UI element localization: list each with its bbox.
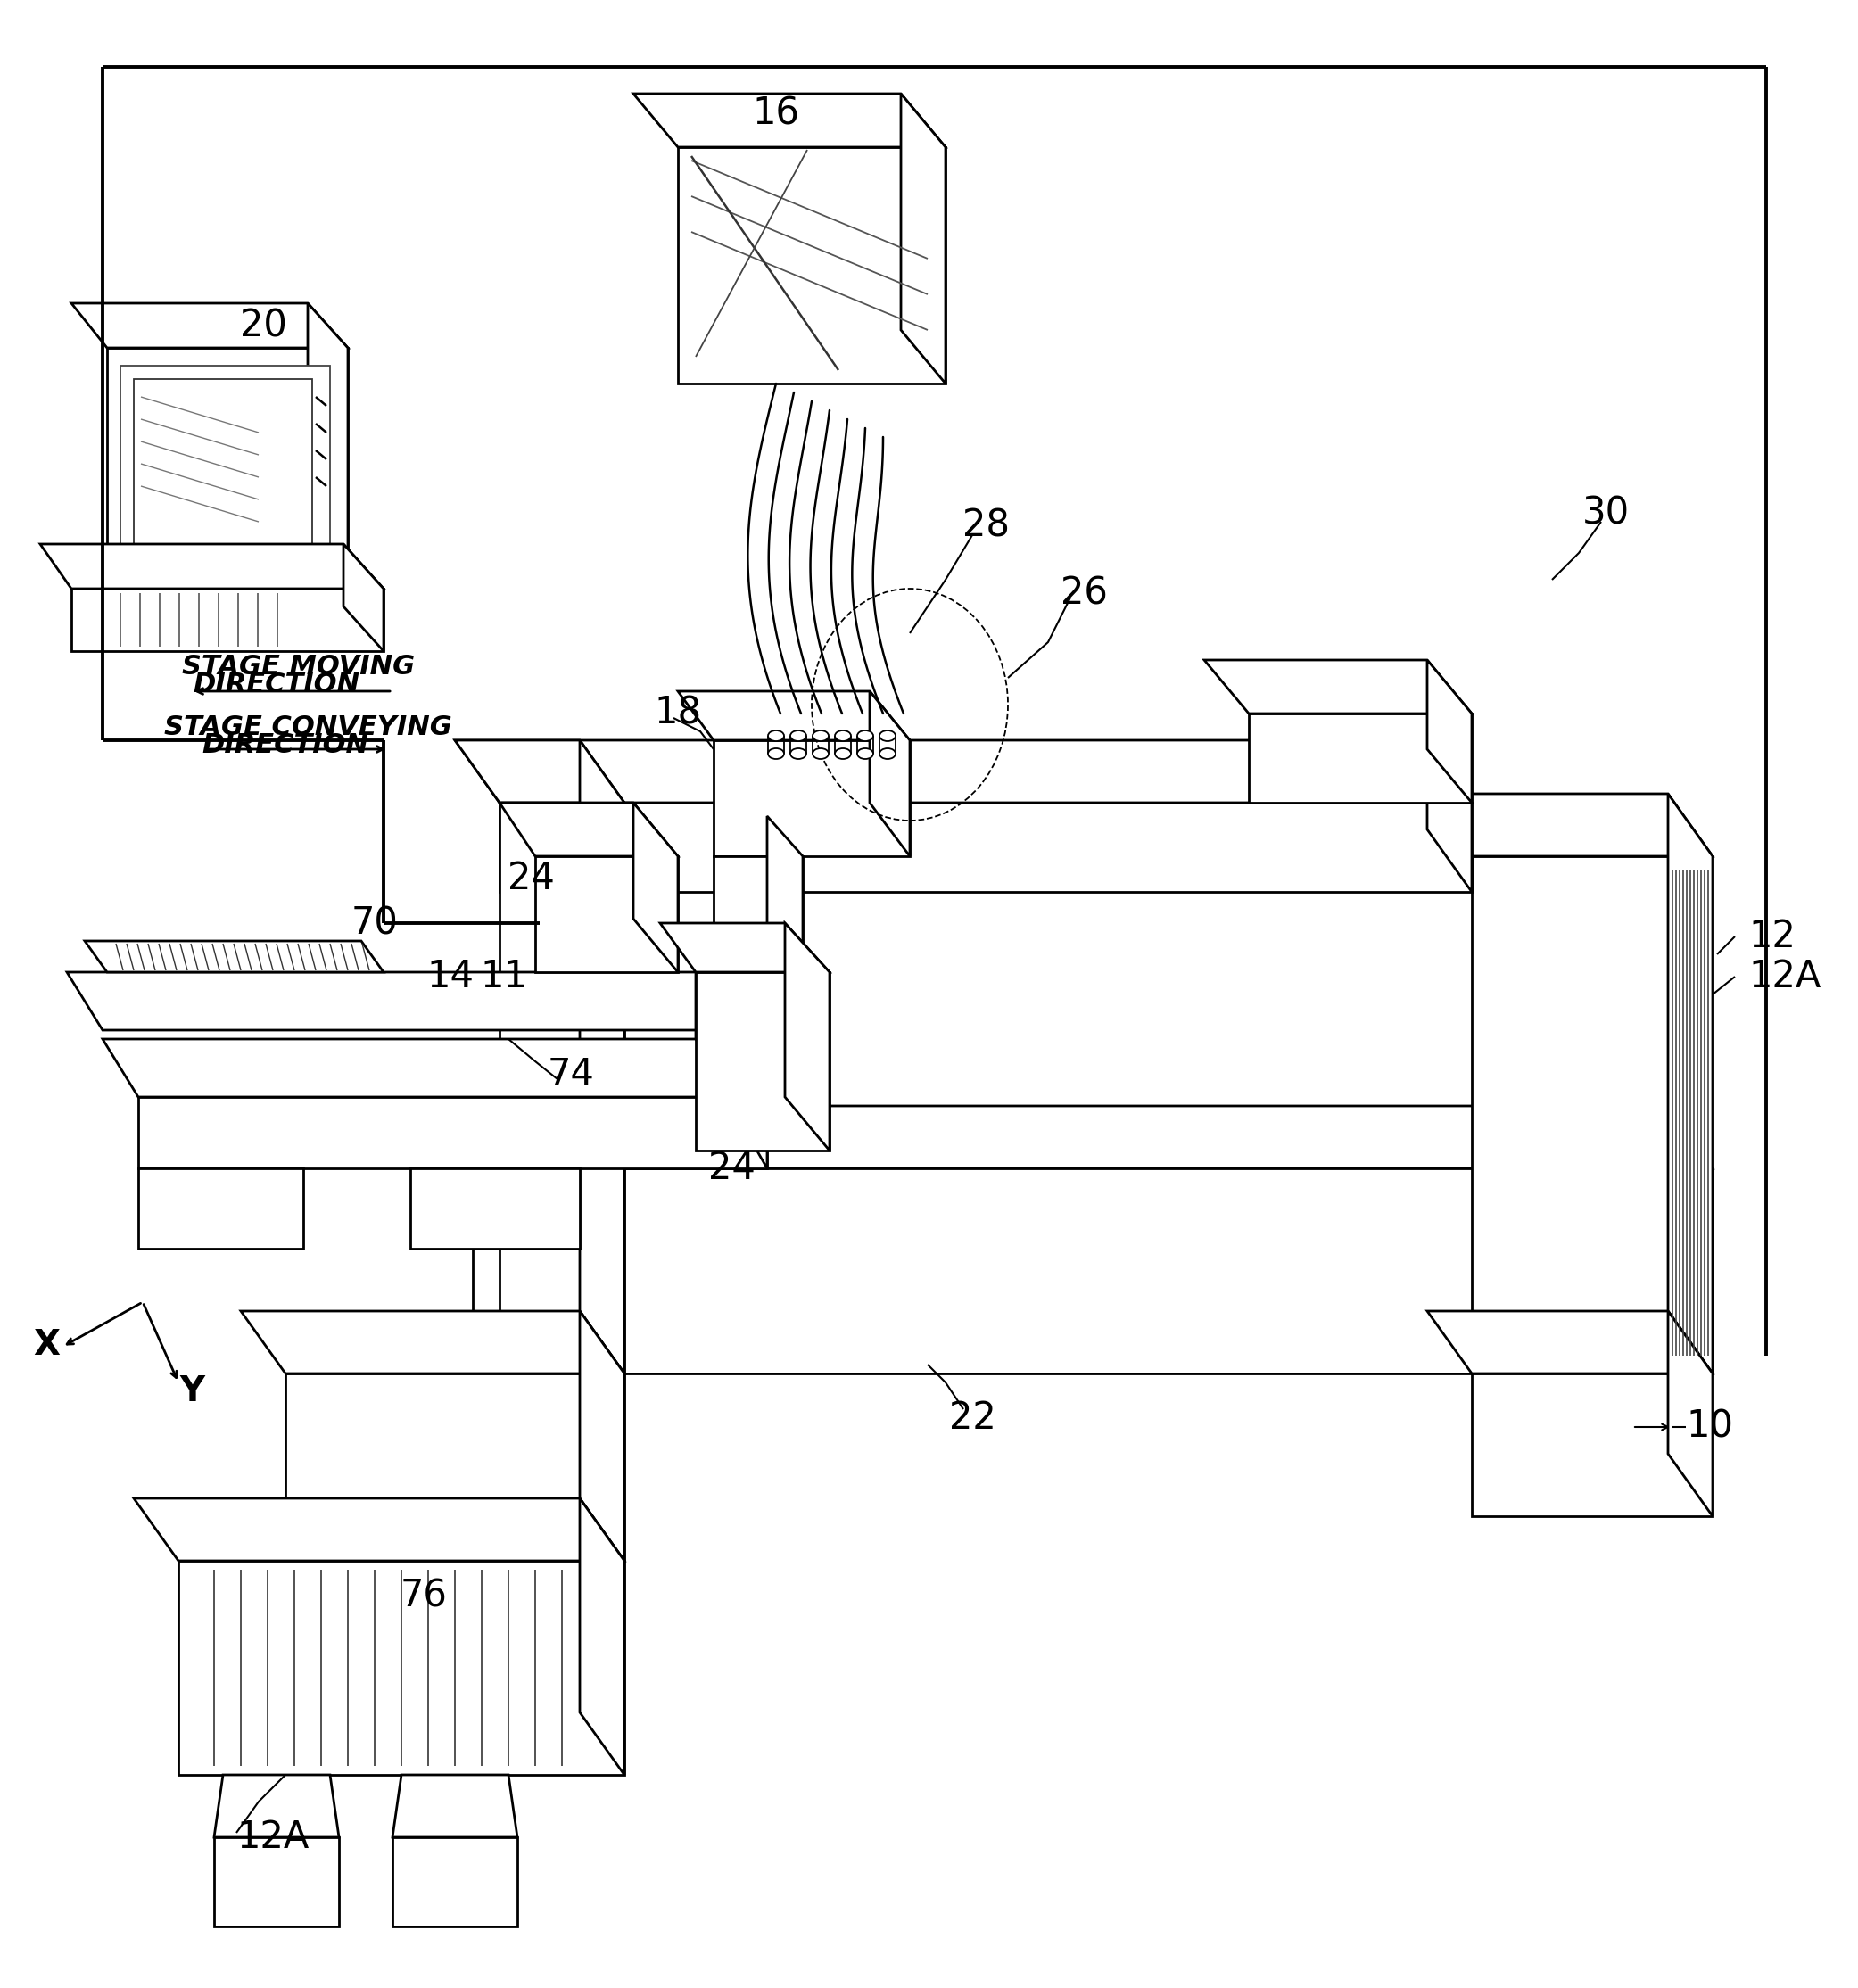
Text: 16: 16 xyxy=(752,95,799,133)
Polygon shape xyxy=(67,972,732,1030)
Polygon shape xyxy=(500,803,624,1374)
Polygon shape xyxy=(1427,1310,1713,1374)
Text: 28: 28 xyxy=(962,507,1009,545)
Text: Y: Y xyxy=(178,1374,204,1408)
Polygon shape xyxy=(580,1310,624,1561)
Polygon shape xyxy=(500,803,678,857)
Polygon shape xyxy=(767,815,803,964)
Polygon shape xyxy=(678,692,910,740)
Text: 11: 11 xyxy=(481,958,528,996)
Ellipse shape xyxy=(879,747,896,759)
Ellipse shape xyxy=(790,747,806,759)
Polygon shape xyxy=(695,972,732,1097)
Polygon shape xyxy=(634,93,946,147)
Polygon shape xyxy=(580,1499,624,1775)
Polygon shape xyxy=(732,1040,767,1169)
Text: STAGE CONVEYING: STAGE CONVEYING xyxy=(164,716,451,742)
Text: 24: 24 xyxy=(507,859,554,897)
Text: 76: 76 xyxy=(399,1578,448,1614)
Polygon shape xyxy=(286,1374,624,1561)
Polygon shape xyxy=(713,857,803,964)
Polygon shape xyxy=(108,348,347,588)
Polygon shape xyxy=(713,740,910,857)
Polygon shape xyxy=(137,1169,303,1248)
Polygon shape xyxy=(1472,857,1713,1374)
Text: X: X xyxy=(33,1328,59,1362)
Polygon shape xyxy=(1204,660,1472,714)
Polygon shape xyxy=(71,304,347,348)
Polygon shape xyxy=(134,380,312,563)
Ellipse shape xyxy=(812,730,829,742)
Text: 24: 24 xyxy=(708,1149,754,1187)
Text: STAGE MOVING: STAGE MOVING xyxy=(182,654,416,680)
Polygon shape xyxy=(472,1169,1713,1374)
Polygon shape xyxy=(1427,660,1472,803)
Polygon shape xyxy=(134,1499,624,1561)
Polygon shape xyxy=(411,1169,580,1248)
Polygon shape xyxy=(71,588,383,652)
Ellipse shape xyxy=(790,730,806,742)
Text: 12A: 12A xyxy=(236,1819,308,1857)
Polygon shape xyxy=(535,857,678,972)
Polygon shape xyxy=(455,740,624,803)
Polygon shape xyxy=(214,1775,338,1837)
Text: 70: 70 xyxy=(351,905,398,942)
Text: DIRECTION: DIRECTION xyxy=(193,672,360,698)
Polygon shape xyxy=(121,366,331,575)
Polygon shape xyxy=(102,1040,767,1097)
Polygon shape xyxy=(580,740,624,1374)
Polygon shape xyxy=(41,545,383,588)
Polygon shape xyxy=(427,1105,1713,1169)
Ellipse shape xyxy=(767,747,784,759)
Text: 22: 22 xyxy=(949,1400,996,1437)
Text: 12A: 12A xyxy=(1748,958,1821,996)
Text: 10: 10 xyxy=(1685,1408,1734,1445)
Polygon shape xyxy=(901,93,946,384)
Polygon shape xyxy=(308,304,347,588)
Text: 74: 74 xyxy=(548,1056,595,1093)
Polygon shape xyxy=(695,972,829,1151)
Polygon shape xyxy=(137,1097,767,1169)
Text: 20: 20 xyxy=(240,306,286,344)
Ellipse shape xyxy=(879,730,896,742)
Ellipse shape xyxy=(857,747,873,759)
Polygon shape xyxy=(1427,793,1713,857)
Polygon shape xyxy=(242,1310,624,1374)
Polygon shape xyxy=(178,1561,624,1775)
Ellipse shape xyxy=(857,730,873,742)
Polygon shape xyxy=(634,803,678,972)
Polygon shape xyxy=(392,1775,517,1837)
Polygon shape xyxy=(85,940,383,972)
Polygon shape xyxy=(1668,1105,1713,1374)
Polygon shape xyxy=(344,545,383,652)
Text: 26: 26 xyxy=(1061,575,1107,612)
Polygon shape xyxy=(1249,714,1472,803)
Ellipse shape xyxy=(812,747,829,759)
Polygon shape xyxy=(660,922,829,972)
Text: DIRECTION: DIRECTION xyxy=(203,732,370,757)
Polygon shape xyxy=(1427,740,1472,893)
Polygon shape xyxy=(870,692,910,857)
Ellipse shape xyxy=(834,730,851,742)
Text: 30: 30 xyxy=(1581,495,1629,531)
Polygon shape xyxy=(214,1837,338,1926)
Text: 18: 18 xyxy=(654,694,702,732)
Text: 14: 14 xyxy=(427,958,474,996)
Polygon shape xyxy=(1472,1374,1713,1517)
Polygon shape xyxy=(455,740,1472,803)
Text: 12: 12 xyxy=(1748,918,1795,954)
Polygon shape xyxy=(784,922,829,1151)
Polygon shape xyxy=(1668,1310,1713,1517)
Ellipse shape xyxy=(767,730,784,742)
Polygon shape xyxy=(500,803,1472,893)
Ellipse shape xyxy=(834,747,851,759)
Polygon shape xyxy=(392,1837,517,1926)
Polygon shape xyxy=(1668,793,1713,1374)
Polygon shape xyxy=(678,147,946,384)
